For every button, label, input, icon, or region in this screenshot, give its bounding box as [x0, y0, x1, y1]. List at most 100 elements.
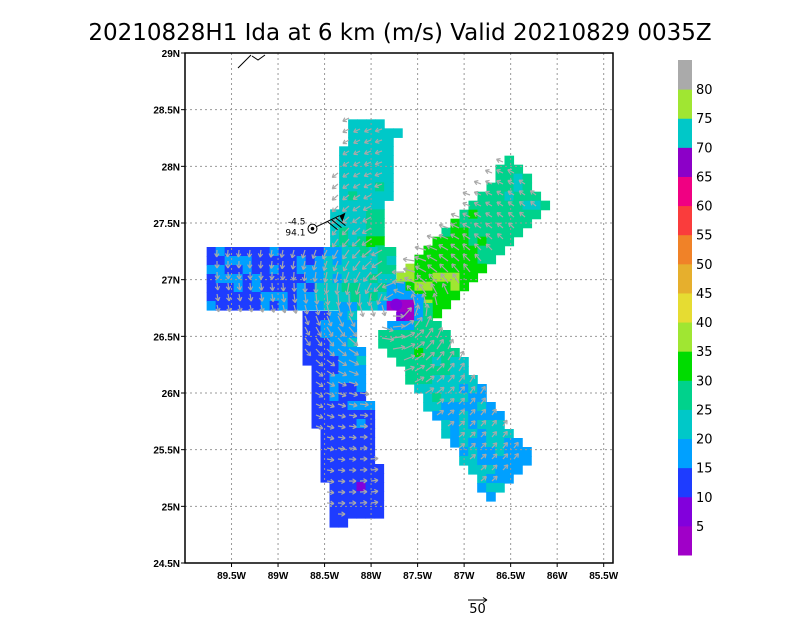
swath-cell — [366, 191, 376, 201]
swath-cell — [357, 236, 367, 246]
wind-vector — [381, 304, 387, 317]
swath-cell — [356, 392, 367, 402]
swath-cell — [348, 119, 358, 129]
swath-cell — [356, 500, 367, 510]
colorbar-swatch — [678, 234, 692, 265]
wind-vector — [403, 307, 412, 317]
wind-vector — [226, 293, 232, 302]
wind-vector — [290, 249, 296, 259]
swath-cell — [348, 164, 358, 174]
wind-vector — [315, 424, 324, 430]
wind-vector — [480, 453, 487, 460]
swath-cell — [356, 374, 367, 384]
swath-cell — [287, 265, 298, 275]
y-tick-label: 28N — [162, 162, 180, 173]
colorbar-swatch — [678, 525, 692, 556]
coastline-segment — [237, 54, 266, 69]
swath-cell — [365, 473, 376, 483]
swath-cell — [330, 209, 340, 219]
swath-cell — [357, 137, 367, 147]
wind-vector — [341, 216, 350, 224]
swath-cell — [224, 265, 235, 275]
wind-vector — [473, 190, 482, 196]
swath-cell — [486, 456, 496, 466]
wind-vector — [359, 445, 368, 451]
swath-cell — [224, 301, 235, 311]
wind-vector — [485, 201, 493, 207]
swath-cell — [329, 509, 340, 519]
wind-vector — [215, 293, 221, 302]
swath-cell — [504, 438, 514, 448]
wind-vector — [337, 424, 346, 430]
swath-cell — [359, 256, 370, 266]
swath-cell — [375, 182, 385, 192]
swath-cell — [296, 247, 307, 257]
swath-cell — [377, 274, 388, 284]
wind-vector — [418, 283, 427, 295]
wind-vector — [342, 194, 350, 201]
colorbar-label: 5 — [696, 520, 704, 535]
swath-cell — [495, 191, 506, 202]
wind-vector — [458, 362, 465, 372]
wind-vector — [414, 364, 426, 372]
swath-cell — [329, 356, 340, 366]
wind-vector — [314, 293, 320, 305]
swath-cell — [477, 245, 488, 256]
swath-cell — [350, 274, 361, 284]
swath-cell — [332, 301, 343, 311]
swath-cell — [368, 256, 379, 266]
wind-vector — [436, 326, 444, 339]
swath-cell — [441, 339, 451, 349]
swath-cell — [311, 365, 322, 375]
swath-cell — [375, 236, 385, 246]
swath-cell — [347, 419, 358, 429]
swath-cell — [423, 348, 433, 358]
swath-cell — [468, 236, 479, 247]
swath-cell — [365, 419, 376, 429]
swath-cell — [486, 420, 496, 430]
wind-vector — [337, 478, 346, 484]
wind-vector — [363, 139, 372, 144]
colorbar-label: 55 — [696, 229, 713, 244]
swath-cell — [242, 283, 253, 293]
swath-cell — [374, 482, 385, 492]
swath-cell — [347, 356, 358, 366]
wind-vector — [381, 336, 395, 343]
swath-cell — [513, 200, 524, 211]
swath-cell — [339, 173, 349, 183]
swath-cell — [495, 245, 506, 256]
wind-vector — [473, 180, 482, 186]
wind-vector — [248, 304, 254, 313]
wind-vector — [518, 179, 526, 185]
wind-vector — [473, 222, 482, 229]
swath-cell — [260, 301, 271, 311]
swath-cell — [441, 357, 451, 367]
wind-vector — [348, 402, 358, 408]
swath-cell — [450, 236, 461, 247]
swath-cell — [459, 411, 469, 421]
wind-vector — [363, 150, 372, 156]
wind-vector — [337, 435, 346, 441]
wind-vector — [436, 350, 445, 361]
wind-vector — [337, 489, 346, 495]
swath-cell — [287, 292, 298, 302]
swath-cell — [441, 420, 451, 430]
wind-vector — [342, 150, 350, 156]
wind-vector — [425, 327, 434, 339]
wind-vector — [403, 276, 416, 284]
swath-cell — [320, 329, 331, 339]
wind-vector — [315, 381, 324, 387]
swath-cell — [329, 329, 340, 339]
x-tick-label: 88W — [361, 571, 382, 582]
wind-vector — [348, 445, 357, 451]
wind-vector — [343, 271, 350, 284]
wind-vector — [416, 274, 427, 284]
swath-cell — [320, 392, 331, 402]
swath-cell — [365, 437, 376, 447]
wind-vector — [421, 293, 427, 306]
wind-vector — [469, 397, 476, 405]
swath-cell — [320, 338, 331, 348]
colorbar-label: 30 — [696, 374, 713, 389]
swath-cell — [432, 348, 442, 358]
colorbar-label: 45 — [696, 287, 713, 302]
